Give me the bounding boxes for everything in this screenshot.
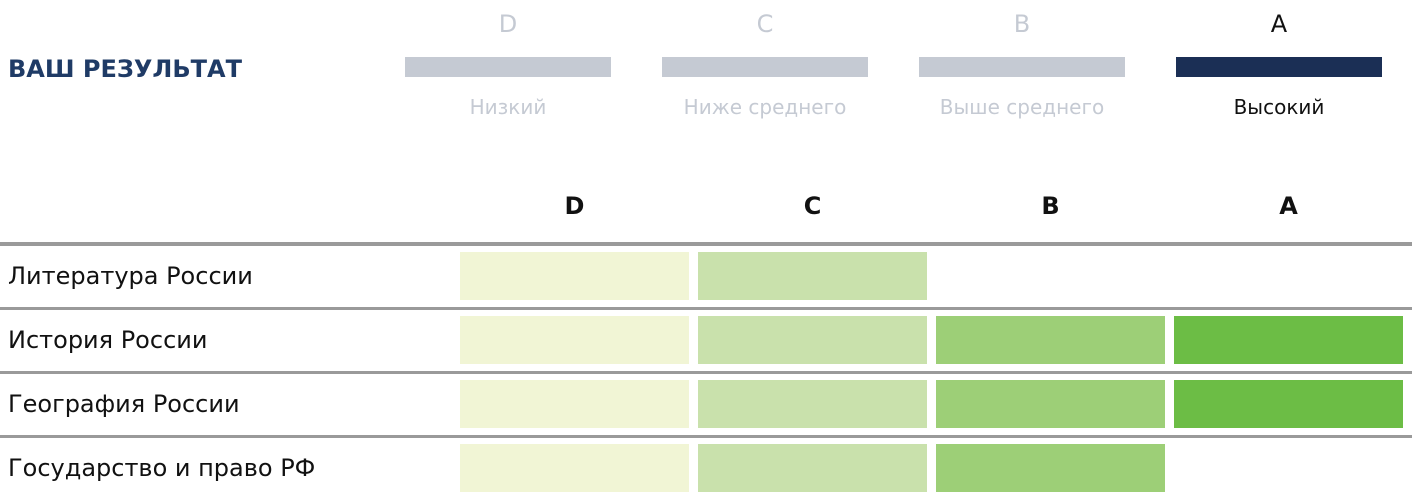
level-letter: D [498, 10, 518, 38]
level-bar [405, 57, 611, 77]
score-cell [698, 380, 927, 428]
separator [0, 371, 1412, 374]
score-cell [936, 444, 1165, 492]
level-bar [1176, 57, 1382, 77]
level-bar [662, 57, 868, 77]
column-header: B [1041, 192, 1060, 220]
score-cell [460, 316, 689, 364]
column-header: D [564, 192, 585, 220]
row-name: Литература России [8, 262, 253, 290]
title: ВАШ РЕЗУЛЬТАТ [8, 55, 242, 83]
score-cell [460, 252, 689, 300]
score-cell [460, 380, 689, 428]
score-cell [936, 380, 1165, 428]
column-header: A [1279, 192, 1298, 220]
level-label: Выше среднего [939, 95, 1105, 119]
score-cell [698, 444, 927, 492]
level-letter: B [1013, 10, 1031, 38]
level-letter: A [1270, 10, 1288, 38]
row-name: Государство и право РФ [8, 454, 316, 482]
row-name: История России [8, 326, 208, 354]
separator [0, 307, 1412, 310]
level-bar [919, 57, 1125, 77]
score-cell [698, 252, 927, 300]
level-label: Низкий [469, 95, 547, 119]
score-cell [698, 316, 927, 364]
score-cell [936, 316, 1165, 364]
level-letter: C [756, 10, 774, 38]
score-cell [1174, 380, 1403, 428]
score-cell [460, 444, 689, 492]
score-cell [1174, 316, 1403, 364]
level-label: Ниже среднего [683, 95, 847, 119]
separator [0, 435, 1412, 438]
row-name: География России [8, 390, 240, 418]
column-header: C [803, 192, 822, 220]
level-label: Высокий [1233, 95, 1325, 119]
separator [0, 242, 1412, 246]
